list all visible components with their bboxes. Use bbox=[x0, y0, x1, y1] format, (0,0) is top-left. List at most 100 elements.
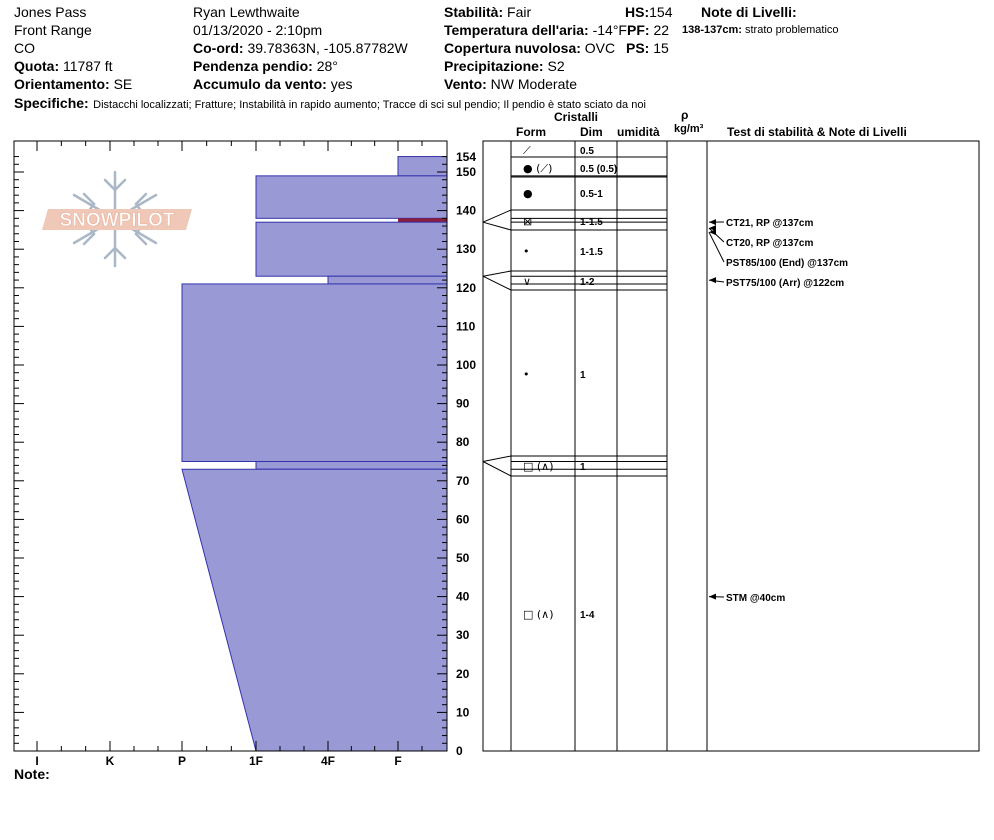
crystal-size: 1 bbox=[580, 462, 586, 473]
crystal-size: 0.5 bbox=[580, 146, 594, 157]
elevation-value: 11787 ft bbox=[63, 58, 113, 74]
hardness-layer bbox=[181, 283, 448, 462]
test-arrowhead bbox=[709, 229, 716, 236]
depth-tick-label: 140 bbox=[456, 204, 476, 218]
air-temp-label: Temperatura dell'aria: bbox=[444, 22, 589, 38]
range: Front Range bbox=[14, 22, 92, 38]
wind-loading-label: Accumulo da vento: bbox=[193, 76, 327, 92]
layer-note-text: strato problematico bbox=[745, 24, 839, 36]
slope-value: 28° bbox=[316, 58, 338, 74]
stability: Stabilità: Fair bbox=[444, 5, 531, 19]
specifics-label: Specifiche: bbox=[14, 95, 89, 111]
aspect-value: SE bbox=[113, 76, 133, 92]
stability-test-label: CT20, RP @137cm bbox=[726, 238, 813, 249]
coords: Co-ord: 39.78363N, -105.87782W bbox=[193, 41, 408, 55]
datetime: 01/13/2020 - 2:10pm bbox=[193, 22, 323, 38]
size-header: Dim bbox=[580, 125, 603, 139]
depth-top-label: 154 bbox=[456, 150, 476, 164]
precip-label: Precipitazione: bbox=[444, 58, 544, 74]
crystal-table-frame bbox=[482, 140, 980, 752]
ps: PS: 15 bbox=[626, 41, 669, 55]
slope: Pendenza pendio: 28° bbox=[193, 59, 338, 73]
crystal-size: 1-1.5 bbox=[580, 247, 603, 258]
stability-test-label: PST75/100 (Arr) @122cm bbox=[726, 278, 844, 289]
wind: Vento: NW Moderate bbox=[444, 77, 577, 91]
hardness-frame bbox=[13, 140, 448, 752]
test-arrow-line bbox=[708, 227, 725, 243]
location: Jones Pass bbox=[14, 4, 87, 20]
depth-tick-label: 20 bbox=[456, 667, 470, 681]
fan-line bbox=[482, 221, 512, 231]
wind-loading-value: yes bbox=[330, 76, 353, 92]
snowpilot-logo: SNOWPILOT bbox=[42, 170, 192, 268]
depth-tick-label: 50 bbox=[456, 551, 470, 565]
ps-value: 15 bbox=[653, 40, 669, 56]
air-temp: Temperatura dell'aria: -14°F bbox=[444, 23, 627, 37]
specifics-value: Distacchi localizzati; Fratture; Instabi… bbox=[93, 99, 646, 111]
depth-tick-label: 100 bbox=[456, 358, 476, 372]
stability-test-label: CT21, RP @137cm bbox=[726, 218, 813, 229]
density-header: kg/m³ bbox=[674, 123, 704, 135]
cloud-cover: Copertura nuvolosa: OVC bbox=[444, 41, 615, 55]
stability-value: Fair bbox=[507, 4, 532, 20]
state: CO bbox=[14, 40, 35, 56]
test-arrowhead bbox=[709, 225, 716, 232]
depth-tick-label: 30 bbox=[456, 628, 470, 642]
test-arrowhead bbox=[709, 593, 716, 600]
depth-tick-label: 130 bbox=[456, 242, 476, 256]
ps-label: PS: bbox=[626, 40, 650, 56]
stability-test-label: PST85/100 (End) @137cm bbox=[726, 258, 848, 269]
hardness-tick-label: 1F bbox=[249, 754, 263, 768]
precipitation: Precipitazione: S2 bbox=[444, 59, 565, 73]
hardness-layer bbox=[181, 468, 448, 752]
hs-label: HS: bbox=[625, 4, 650, 20]
layer-note-depth: 138-137cm: bbox=[682, 24, 742, 36]
wind-loading: Accumulo da vento: yes bbox=[193, 77, 352, 91]
pf-value: 22 bbox=[653, 22, 670, 38]
crystal-form: ● bbox=[523, 187, 533, 200]
depth-tick-label: 10 bbox=[456, 705, 470, 719]
fan-line bbox=[482, 275, 512, 291]
stability-label: Stabilità: bbox=[444, 4, 504, 20]
hardness-layer bbox=[327, 275, 448, 285]
depth-tick-label: 60 bbox=[456, 512, 470, 526]
aspect-label: Orientamento: bbox=[14, 76, 110, 92]
hardness-layer bbox=[397, 156, 448, 177]
hardness-layer bbox=[255, 175, 448, 219]
crystals-header: Cristalli bbox=[554, 110, 599, 124]
crystal-form: ⟋ bbox=[523, 144, 531, 157]
hardness-tick-label: I bbox=[35, 754, 38, 768]
test-arrowhead bbox=[709, 219, 716, 226]
specifics: Specifiche: Distacchi localizzati; Fratt… bbox=[14, 96, 646, 112]
cloud-label: Copertura nuvolosa: bbox=[444, 40, 581, 56]
form-header: Form bbox=[516, 125, 546, 139]
observer: Ryan Lewthwaite bbox=[193, 4, 300, 20]
fan-line bbox=[482, 461, 512, 477]
depth-tick-label: 40 bbox=[456, 590, 470, 604]
depth-tick-label: 110 bbox=[456, 319, 476, 333]
crystal-form: ∨ bbox=[523, 275, 531, 288]
depth-tick-label: 120 bbox=[456, 281, 476, 295]
elevation: Quota: 11787 ft bbox=[14, 59, 113, 73]
crystal-size: 1-1.5 bbox=[580, 217, 603, 228]
crystal-size: 0.5 (0.5) bbox=[580, 164, 617, 175]
pf: PF: 22 bbox=[627, 23, 669, 37]
logo-text: SNOWPILOT bbox=[59, 210, 174, 231]
wind-label: Vento: bbox=[444, 76, 487, 92]
logo-banner bbox=[42, 209, 192, 230]
wind-value: NW Moderate bbox=[490, 76, 578, 92]
crystal-size: 1-2 bbox=[580, 277, 595, 288]
pf-label: PF: bbox=[627, 22, 650, 38]
aspect: Orientamento: SE bbox=[14, 77, 132, 91]
depth-tick-label: 0 bbox=[456, 744, 463, 758]
stability-test-label: STM @40cm bbox=[726, 593, 785, 604]
crystal-form: ● (⟋) bbox=[523, 162, 552, 175]
fan-line bbox=[482, 209, 512, 223]
hardness-layer bbox=[255, 461, 448, 470]
elevation-label: Quota: bbox=[14, 58, 60, 74]
crystal-form: • bbox=[523, 245, 530, 258]
hardness-tick-label: F bbox=[394, 754, 401, 768]
hardness-tick-label: 4F bbox=[321, 754, 335, 768]
test-arrowhead bbox=[709, 277, 716, 284]
